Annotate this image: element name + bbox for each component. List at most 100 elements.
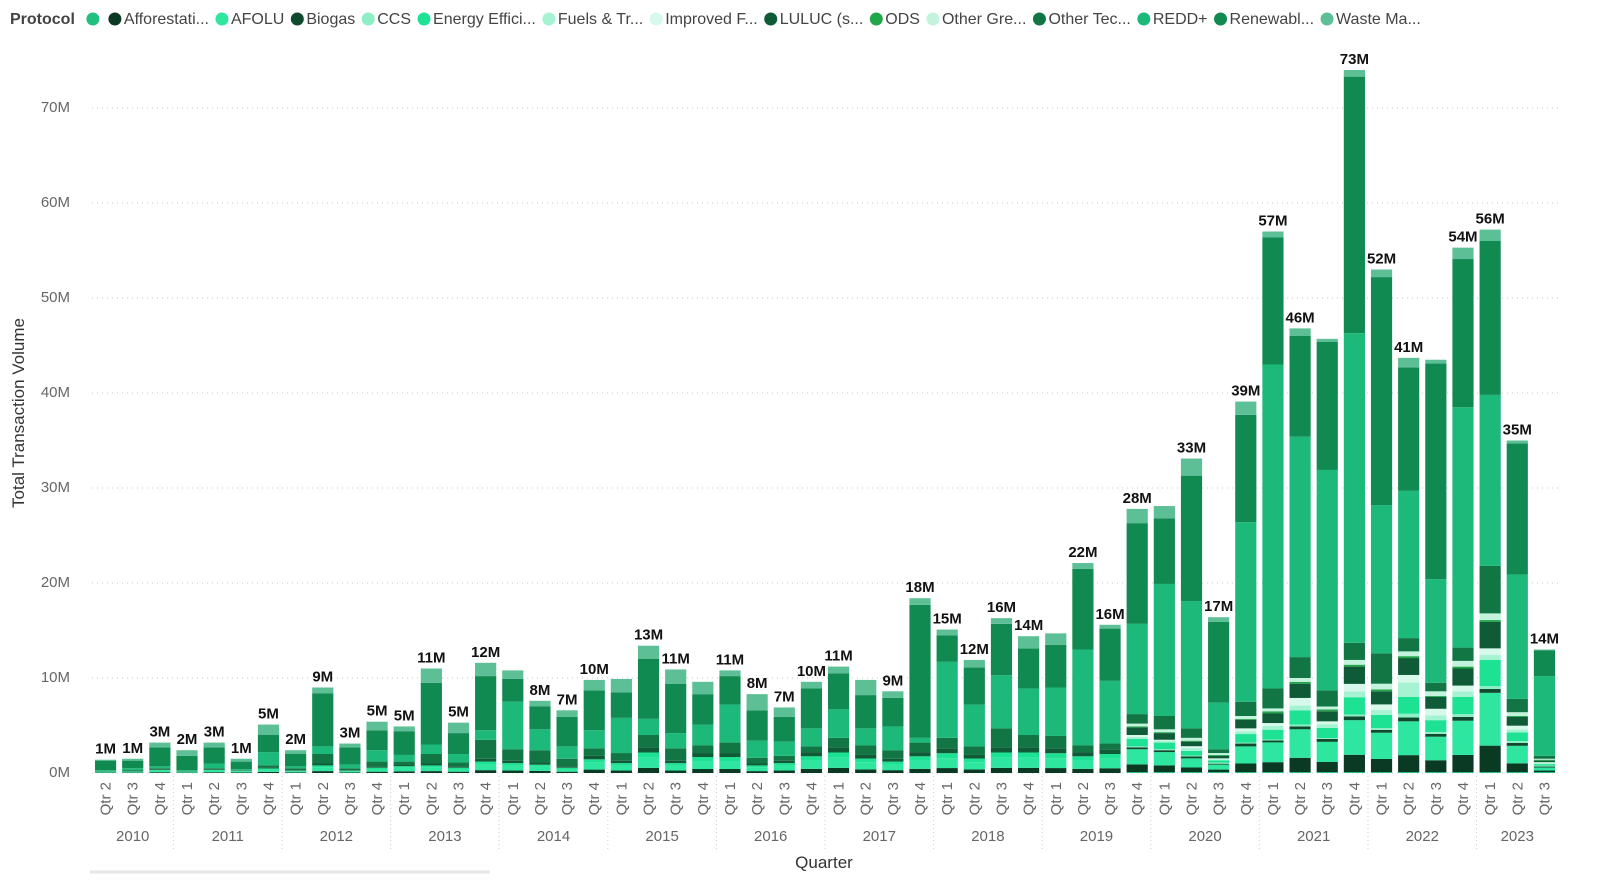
- bar-segment: [529, 762, 551, 765]
- bar-segment: [1398, 713, 1420, 718]
- bar-segment: [1316, 338, 1338, 342]
- bar-segment: [1316, 711, 1338, 722]
- x-group-label: 2017: [863, 828, 896, 845]
- bar-segment: [529, 706, 551, 730]
- bar-segment: [122, 758, 144, 761]
- bar-segment: [909, 604, 931, 738]
- bar-segment: [475, 758, 497, 762]
- bar-segment: [1452, 685, 1474, 692]
- x-tick-label: Qtr 2: [1401, 782, 1418, 815]
- x-tick-label: Qtr 3: [342, 782, 359, 815]
- bar-segment: [990, 728, 1013, 748]
- x-tick-label: Qtr 1: [1482, 782, 1499, 815]
- bar-segment: [1153, 518, 1175, 584]
- bar-segment: [1208, 617, 1230, 622]
- bar-segment: [1533, 765, 1556, 767]
- x-tick-label: Qtr 2: [1509, 782, 1526, 815]
- bar-segment: [855, 695, 877, 729]
- total-label: 11M: [417, 650, 445, 667]
- bar-segment: [420, 771, 442, 773]
- bar-segment: [1262, 742, 1284, 763]
- y-tick-label: 10M: [41, 669, 70, 686]
- bar-segment: [257, 765, 280, 768]
- bar-segment: [936, 661, 958, 738]
- x-tick-label: Qtr 4: [1129, 782, 1146, 815]
- bar-segment: [692, 753, 714, 758]
- bar-segment: [312, 754, 334, 764]
- bar-segment: [1208, 621, 1230, 703]
- bar-segment: [1398, 658, 1420, 675]
- bar-segment: [339, 768, 361, 771]
- bar-segment: [800, 756, 823, 761]
- bar-segment: [855, 762, 877, 770]
- y-tick-label: 60M: [41, 194, 70, 211]
- bar-segment: [1045, 748, 1067, 754]
- bar-segment: [339, 743, 361, 748]
- bar-segment: [1099, 743, 1121, 750]
- bar-segment: [203, 769, 225, 771]
- bar-segment: [420, 668, 442, 683]
- bar-segment: [203, 763, 225, 769]
- bar-segment: [149, 742, 171, 748]
- total-label: 13M: [634, 627, 663, 644]
- bar-segment: [1452, 697, 1474, 715]
- total-label: 56M: [1476, 211, 1505, 228]
- bar-segment: [800, 752, 823, 757]
- bar-segment: [1398, 696, 1420, 714]
- bar-segment: [1479, 745, 1501, 773]
- bar-segment: [882, 726, 904, 751]
- bar-segment: [203, 770, 225, 773]
- legend-swatch: [108, 12, 122, 26]
- bar-segment: [312, 771, 334, 773]
- bar-segment: [1398, 651, 1420, 657]
- x-tick-label: Qtr 1: [1156, 782, 1173, 815]
- bar-segment: [1126, 726, 1148, 728]
- total-label: 5M: [448, 704, 469, 721]
- total-label: 18M: [905, 579, 934, 596]
- bar-segment: [583, 759, 605, 763]
- bar-segment: [1099, 628, 1121, 681]
- bar-segment: [692, 745, 714, 754]
- x-tick-label: Qtr 1: [1374, 782, 1391, 815]
- bar-segment: [230, 769, 252, 771]
- bar-segment: [936, 758, 958, 769]
- bar-segment: [203, 769, 225, 770]
- bar-segment: [1370, 505, 1393, 654]
- bar-segment: [1506, 574, 1528, 699]
- bar-segment: [1126, 746, 1148, 748]
- bar-segment: [1072, 568, 1094, 650]
- bar-segment: [746, 710, 768, 741]
- bar-segment: [1343, 333, 1365, 643]
- bar-segment: [1452, 666, 1474, 669]
- bar-segment: [1126, 735, 1148, 737]
- bar-segment: [420, 744, 442, 754]
- bar-segment: [1262, 739, 1284, 741]
- bar-segment: [719, 704, 741, 743]
- bar-segment: [1370, 710, 1393, 715]
- bar-segment: [1425, 720, 1447, 732]
- x-tick-label: Qtr 4: [1021, 782, 1038, 815]
- bar-segment: [366, 767, 388, 770]
- bar-segment: [1425, 697, 1447, 709]
- total-label: 3M: [149, 724, 170, 741]
- total-label: 35M: [1503, 422, 1532, 439]
- bar-segment: [1208, 749, 1230, 754]
- bar-segment: [366, 761, 388, 767]
- bar-segment: [882, 761, 904, 765]
- bar-segment: [366, 771, 388, 773]
- bar-segment: [1425, 708, 1447, 716]
- bar-segment: [203, 772, 225, 773]
- total-label: 15M: [933, 611, 962, 628]
- legend-swatch: [1214, 12, 1228, 26]
- total-label: 5M: [367, 703, 388, 720]
- bar-segment: [393, 766, 415, 768]
- bar-segment: [1262, 729, 1284, 740]
- bar-segment: [1180, 458, 1203, 476]
- bar-segment: [963, 659, 985, 668]
- bar-segment: [1343, 716, 1365, 721]
- bar-segment: [1506, 698, 1528, 713]
- bar-segment: [1126, 523, 1148, 624]
- bar-segment: [1045, 768, 1067, 773]
- bar-segment: [637, 752, 660, 758]
- bar-segment: [855, 728, 877, 746]
